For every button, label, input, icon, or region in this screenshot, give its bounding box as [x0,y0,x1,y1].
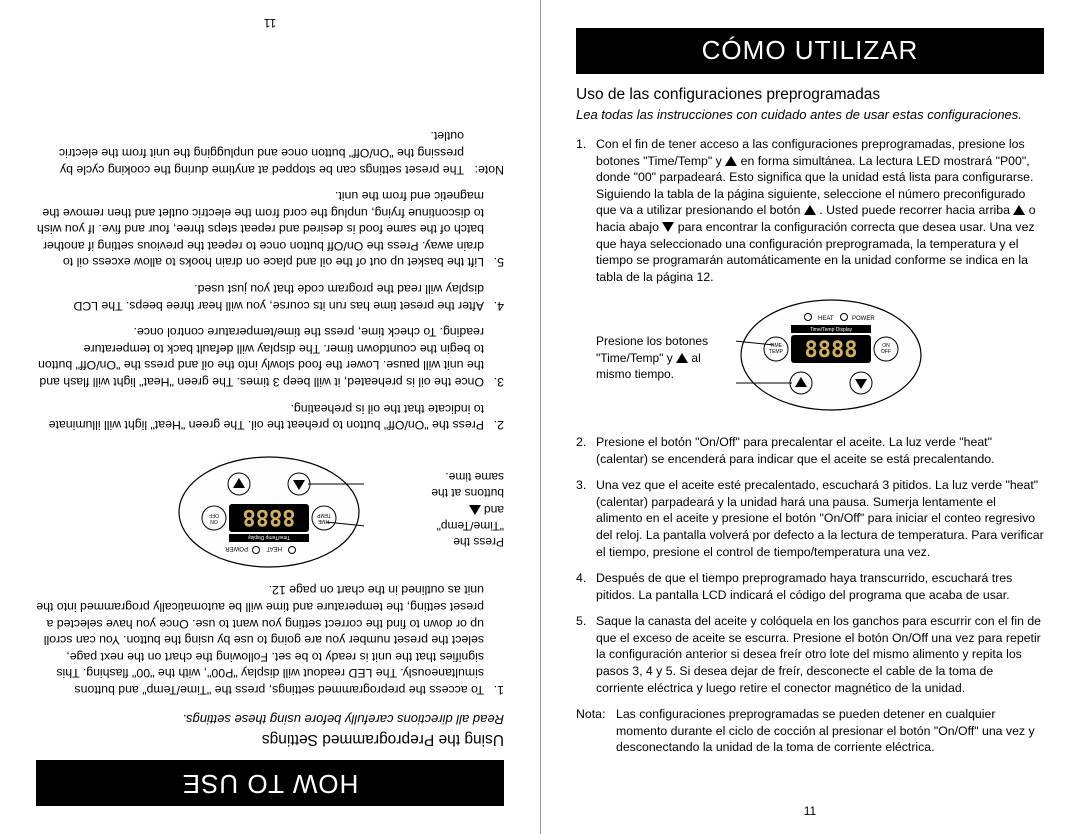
right-subheading: Uso de las configuraciones preprogramada… [576,86,1044,104]
list-number: 4. [484,281,504,314]
list-text: Saque la canasta del aceite y colóquela … [596,613,1044,696]
svg-text:OFF: OFF [209,512,219,518]
list-text: After the preset time has run its course… [36,281,484,314]
svg-text:Time/Temp Display: Time/Temp Display [247,534,290,540]
list-item: 2. Presione el botón "On/Off" para preca… [576,434,1044,467]
left-page-number: 11 [0,16,540,30]
list-number: 4. [576,570,596,603]
list-text: Presione el botón "On/Off" para precalen… [596,434,1044,467]
left-panel-caption: Press the "Time/Temp" and buttons at the… [374,469,504,550]
svg-text:ON: ON [210,518,218,524]
left-italic: Read all directions carefully before usi… [36,712,504,727]
triangle-up-icon [676,353,688,363]
note-label: Nota: [576,706,616,756]
list-item: 5. Saque la canasta del aceite y colóque… [576,613,1044,696]
svg-text:OFF: OFF [881,349,891,355]
right-panel-caption: Presione los botones "Time/Temp" y al mi… [596,333,726,382]
list-item: 3. Once the oil is preheated, it will be… [36,324,504,390]
power-label: POWER [225,545,248,551]
list-number: 1. [576,136,596,285]
list-number: 2. [484,400,504,433]
list-text: Con el fin de tener acceso a las configu… [596,136,1044,285]
triangle-up-icon [804,205,816,215]
svg-text:TEMP: TEMP [769,349,784,355]
right-list: 1. Con el fin de tener acceso a las conf… [576,136,1044,696]
right-note: Nota: Las configuraciones preprogramadas… [576,706,1044,756]
note-label: Note: [464,128,504,178]
list-number: 5. [484,188,504,271]
list-item: 4. Después de que el tiempo preprogramad… [576,570,1044,603]
list-number: 1. [484,582,504,698]
list-number: 5. [576,613,596,696]
list-item: 1. Con el fin de tener acceso a las conf… [576,136,1044,285]
list-text: To access the preprogrammed settings, pr… [36,582,484,698]
list-text: Press the "On/Off" button to preheat the… [36,400,484,433]
svg-text:8888: 8888 [243,504,296,529]
list-item: 4. After the preset time has run its cou… [36,281,504,314]
left-page: HOW TO USE Using the Preprogrammed Setti… [0,0,540,834]
control-panel-diagram: HEAT POWER Time/Temp Display 8888 TIME T… [736,295,926,420]
control-panel-diagram: HEAT POWER Time/Temp Display 8888 TIME T… [174,447,364,572]
right-panel-row: Presione los botones "Time/Temp" y al mi… [596,295,1044,420]
svg-text:TIME: TIME [317,518,330,524]
left-header: HOW TO USE [36,760,504,806]
triangle-up-icon [725,156,737,166]
list-item: 5. Lift the basket up out of the oil and… [36,188,504,271]
right-header: CÓMO UTILIZAR [576,28,1044,74]
left-subheading: Using the Preprogrammed Settings [36,730,504,748]
left-note: Note: The preset settings can be stopped… [36,128,504,178]
list-number: 3. [576,477,596,560]
list-text: Once the oil is preheated, it will beep … [36,324,484,390]
list-item: 2. Press the "On/Off" button to preheat … [36,400,504,433]
left-list: 1. To access the preprogrammed settings,… [36,188,504,698]
svg-text:8888: 8888 [805,338,858,363]
list-text: Lift the basket up out of the oil and pl… [36,188,484,271]
heat-label: HEAT [266,545,282,551]
right-page-number: 11 [540,804,1080,818]
list-number: 3. [484,324,504,390]
triangle-up-icon [469,505,481,515]
svg-text:Time/Temp Display: Time/Temp Display [810,327,853,333]
svg-text:HEAT: HEAT [818,316,834,322]
left-panel-row: Press the "Time/Temp" and buttons at the… [36,447,504,572]
triangle-down-icon [662,222,674,232]
triangle-up-icon [1013,205,1025,215]
list-number: 2. [576,434,596,467]
right-italic: Lea todas las instrucciones con cuidado … [576,107,1044,122]
svg-text:POWER: POWER [852,316,875,322]
list-item: 1. To access the preprogrammed settings,… [36,582,504,698]
note-text: The preset settings can be stopped at an… [36,128,464,178]
right-page: CÓMO UTILIZAR Uso de las configuraciones… [540,0,1080,834]
list-item: 3. Una vez que el aceite esté precalenta… [576,477,1044,560]
note-text: Las configuraciones preprogramadas se pu… [616,706,1044,756]
list-text: Después de que el tiempo preprogramado h… [596,570,1044,603]
svg-text:TEMP: TEMP [316,512,331,518]
list-text: Una vez que el aceite esté precalentado,… [596,477,1044,560]
